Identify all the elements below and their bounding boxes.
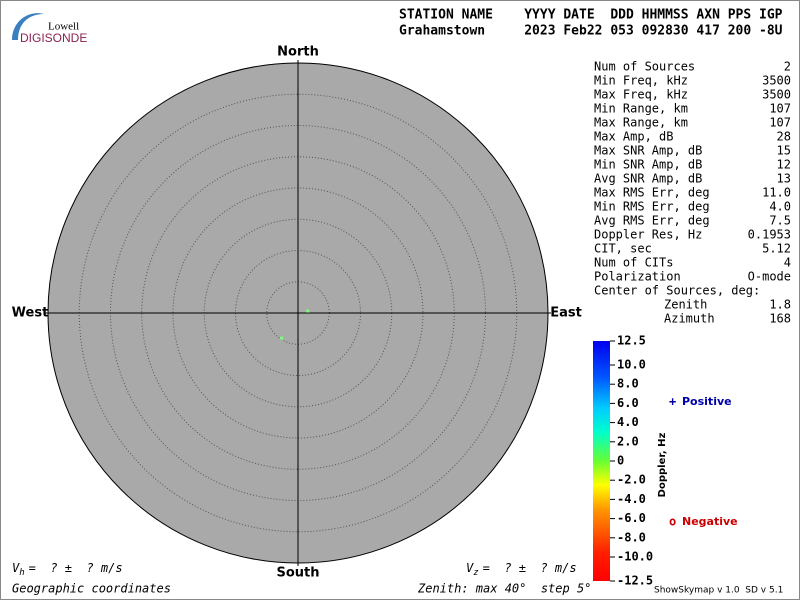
- header-columns: STATION NAME YYYY DATE DDD HHMMSS AXN PP…: [399, 8, 783, 23]
- colorbar-tick-label: 10.0: [617, 358, 646, 372]
- colorbar-tick-label: 2.0: [617, 434, 639, 448]
- stat-label: Max RMS Err, deg: [594, 186, 710, 200]
- stat-value: 7.5: [769, 214, 791, 228]
- colorbar-tick-label: 4.0: [617, 415, 639, 429]
- legend-symbol: +: [669, 395, 676, 409]
- stat-label: Avg RMS Err, deg: [594, 214, 710, 228]
- stat-value: 13: [777, 172, 791, 186]
- colorbar-tick-label: -8.0: [617, 530, 646, 544]
- footer-left: Geographic coordinates: [12, 582, 171, 596]
- stat-label: Num of Sources: [594, 60, 695, 74]
- logo-swoosh: [12, 13, 44, 40]
- colorbar: [593, 341, 610, 581]
- stat-value: 0.1953: [748, 228, 791, 242]
- stat-label: Max Freq, kHz: [594, 88, 688, 102]
- header-values: Grahamstown 2023 Feb22 053 092830 417 20…: [399, 24, 783, 39]
- colorbar-tick-label: 12.5: [617, 334, 646, 348]
- stat-value: 2: [784, 60, 791, 74]
- source-point: [306, 309, 310, 313]
- stat-value: 4.0: [769, 200, 791, 214]
- legend-symbol: o: [669, 515, 676, 529]
- east-label: East: [550, 306, 582, 321]
- stat-value: 5.12: [762, 242, 791, 256]
- stat-label: Min Freq, kHz: [594, 74, 688, 88]
- stat-value: 11.0: [762, 186, 791, 200]
- stat-label: Doppler Res, Hz: [594, 228, 702, 242]
- north-label: North: [277, 45, 319, 60]
- velocity-symbol: V: [466, 561, 474, 575]
- velocity-sub: z: [473, 568, 478, 578]
- stat-label: Min SNR Amp, dB: [594, 158, 702, 172]
- stat-value: 107: [769, 116, 791, 130]
- stat-label: Min RMS Err, deg: [594, 200, 710, 214]
- stat-value: 15: [777, 144, 791, 158]
- stat-label: CIT, sec: [594, 242, 652, 256]
- stat-value: 3500: [762, 88, 791, 102]
- logo-bottom: DIGISONDE: [20, 31, 87, 45]
- south-label: South: [276, 566, 319, 581]
- legend-name: Positive: [682, 395, 732, 408]
- center-value: 168: [769, 312, 791, 326]
- colorbar-tick-label: -12.5: [617, 574, 653, 588]
- colorbar-tick-label: -10.0: [617, 550, 653, 564]
- colorbar-tick-label: -2.0: [617, 473, 646, 487]
- stat-value: O-mode: [748, 270, 791, 284]
- legend-name: Negative: [682, 515, 738, 528]
- center-value: 1.8: [769, 298, 791, 312]
- velocity-vertical: Vz = ? ± ? m/s: [466, 561, 577, 578]
- velocity-text: = ? ± ? m/s: [29, 561, 123, 575]
- colorbar-tick-label: 0: [617, 454, 624, 468]
- stat-label: Max Amp, dB: [594, 130, 673, 144]
- colorbar-tick-label: 6.0: [617, 396, 639, 410]
- stat-label: Avg SNR Amp, dB: [594, 172, 702, 186]
- stat-label: Num of CITs: [594, 256, 673, 270]
- logo-top: Lowell: [48, 21, 79, 33]
- source-point: [280, 336, 284, 340]
- stat-value: 12: [777, 158, 791, 172]
- stat-value: 4: [784, 256, 791, 270]
- stat-label: Polarization: [594, 270, 681, 284]
- stat-label: Max SNR Amp, dB: [594, 144, 702, 158]
- west-label: West: [12, 306, 49, 321]
- stat-value: 28: [777, 130, 791, 144]
- velocity-horizontal: Vh = ? ± ? m/s: [12, 561, 123, 578]
- colorbar-tick-label: -6.0: [617, 511, 646, 525]
- velocity-text: = ? ± ? m/s: [483, 561, 577, 575]
- colorbar-tick-label: 8.0: [617, 377, 639, 391]
- colorbar-tick-label: -4.0: [617, 492, 646, 506]
- center-label: Azimuth: [664, 312, 715, 326]
- footer-middle: Zenith: max 40° step 5°: [417, 582, 591, 596]
- stat-value: 3500: [762, 74, 791, 88]
- center-label: Zenith: [664, 298, 707, 312]
- footer-right: ShowSkymap v 1.0 SD v 5.1: [654, 586, 783, 596]
- stat-label: Max Range, km: [594, 116, 688, 130]
- stat-label: Min Range, km: [594, 102, 688, 116]
- colorbar-label: Doppler, Hz: [657, 433, 668, 498]
- center-title: Center of Sources, deg:: [594, 284, 760, 298]
- stat-value: 107: [769, 102, 791, 116]
- velocity-symbol: V: [12, 561, 20, 575]
- velocity-sub: h: [19, 568, 24, 578]
